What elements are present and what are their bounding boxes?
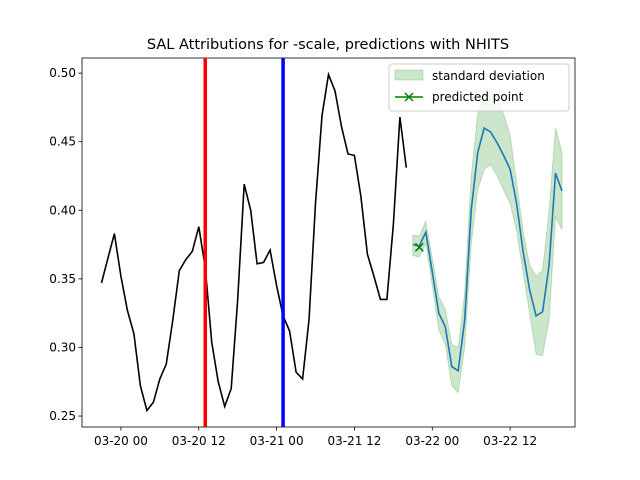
y-tick-label: 0.25 (49, 409, 76, 423)
legend-label: standard deviation (432, 69, 545, 83)
y-tick-label: 0.50 (49, 66, 76, 80)
y-tick-label: 0.40 (49, 203, 76, 217)
x-tick-label: 03-22 00 (405, 434, 459, 448)
legend: standard deviation predicted point (388, 63, 570, 112)
legend-box (388, 63, 570, 112)
x-tick-label: 03-21 00 (250, 434, 304, 448)
y-tick-label: 0.45 (49, 135, 76, 149)
prediction-line (412, 126, 563, 373)
plot-area (81, 57, 576, 428)
predicted-point (414, 242, 424, 252)
x-tick-label: 03-20 00 (94, 434, 148, 448)
history-line (100, 71, 408, 413)
x-tick-label: 03-20 12 (172, 434, 226, 448)
x-tick-label: 03-22 12 (483, 434, 537, 448)
chart-title: SAL Attributions for -scale, predictions… (147, 37, 509, 53)
x-tick-label: 03-21 12 (327, 434, 381, 448)
std-band (412, 86, 563, 394)
y-tick-label: 0.35 (49, 272, 76, 286)
legend-label: predicted point (432, 90, 524, 104)
y-tick-label: 0.30 (49, 340, 76, 354)
legend-marker (404, 92, 414, 102)
legend-swatch (394, 69, 424, 81)
